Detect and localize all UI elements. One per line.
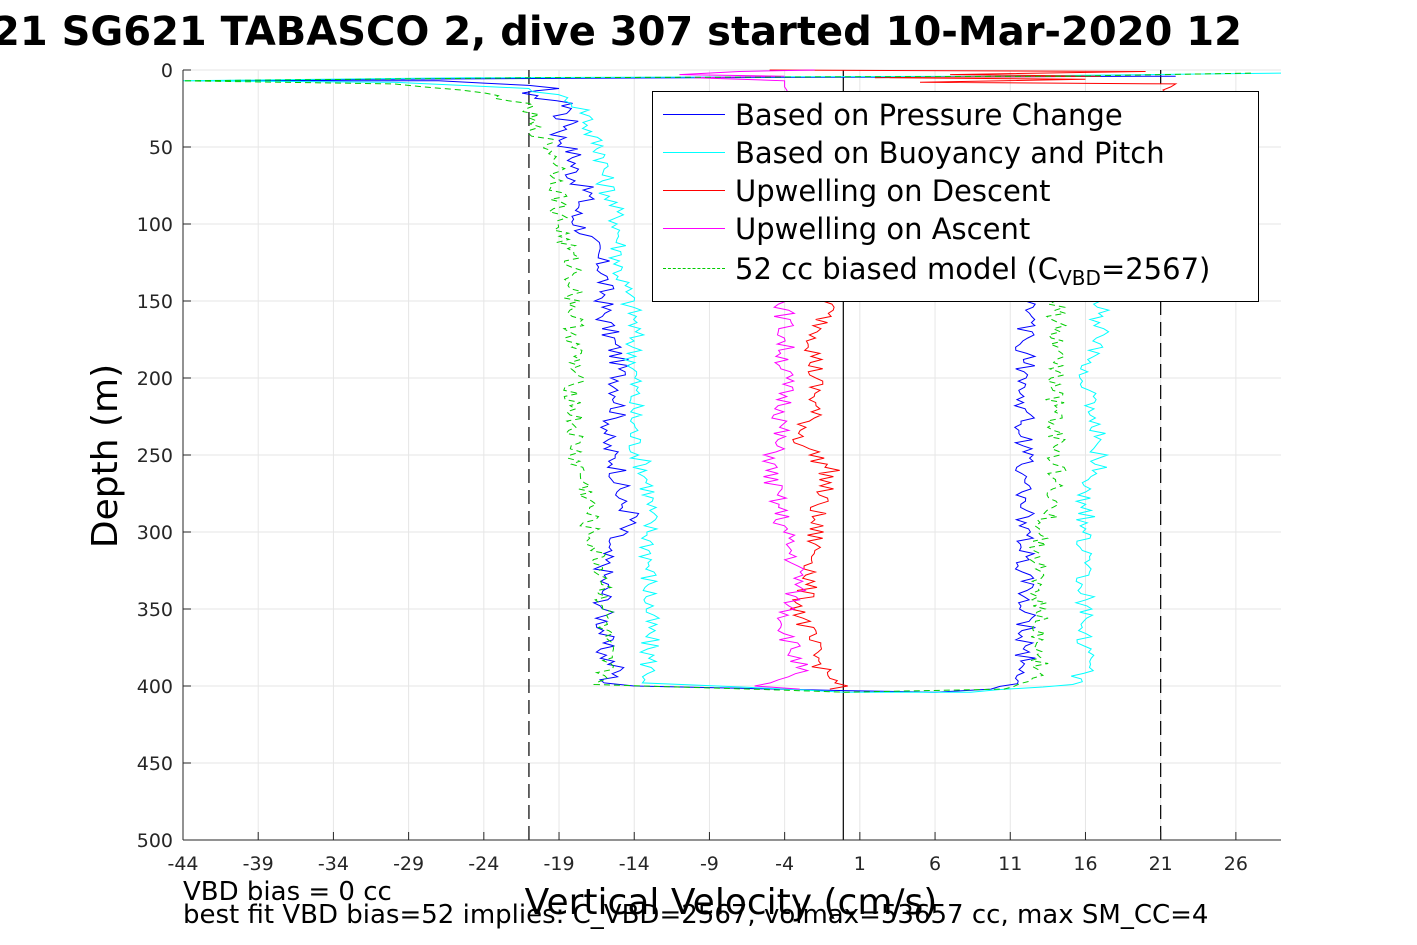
series-lines (182, 69, 1282, 693)
x-tick-label: -24 (468, 853, 499, 875)
legend-swatch (663, 228, 725, 229)
y-tick-label: 450 (137, 753, 173, 775)
legend-label-subscript: VBD (1058, 266, 1101, 290)
legend-label: Based on Pressure Change (735, 98, 1123, 132)
legend: Based on Pressure Change Based on Buoyan… (652, 91, 1259, 302)
series-line-0 (197, 75, 1176, 693)
y-tick-label: 350 (137, 599, 173, 621)
y-tick-label: 100 (137, 214, 173, 236)
y-tick-label: 400 (137, 676, 173, 698)
legend-entry-pressure-change: Based on Pressure Change (659, 96, 1254, 134)
legend-label-main: 52 cc biased model (C (735, 252, 1059, 286)
legend-entry-upwelling-ascent: Upwelling on Ascent (659, 210, 1254, 248)
legend-entry-biased-model: 52 cc biased model (CVBD=2567) (659, 250, 1254, 288)
x-tick-label: -4 (775, 853, 794, 875)
legend-swatch (663, 268, 725, 269)
x-tick-label: 6 (929, 853, 941, 875)
legend-entry-buoyancy-pitch: Based on Buoyancy and Pitch (659, 134, 1254, 172)
x-tick-label: 1 (854, 853, 866, 875)
x-tick-label: -39 (243, 853, 274, 875)
footer-vbd-bias: VBD bias = 0 cc (183, 877, 392, 907)
x-tick-label: -14 (619, 853, 650, 875)
y-tick-label: 0 (161, 60, 173, 82)
x-tick-label: 16 (1073, 853, 1097, 875)
legend-label: Upwelling on Descent (735, 174, 1051, 208)
x-tick-label: 11 (998, 853, 1022, 875)
legend-label: Upwelling on Ascent (735, 212, 1031, 246)
chart-title: 21 SG621 TABASCO 2, dive 307 started 10-… (0, 9, 1242, 55)
legend-label-tail: =2567) (1100, 252, 1211, 286)
legend-swatch (663, 190, 725, 191)
legend-label: Based on Buoyancy and Pitch (735, 136, 1165, 170)
x-tick-label: -9 (700, 853, 719, 875)
y-tick-label: 50 (149, 137, 173, 159)
x-tick-label: -29 (393, 853, 424, 875)
legend-entry-upwelling-descent: Upwelling on Descent (659, 172, 1254, 210)
legend-label: 52 cc biased model (CVBD=2567) (735, 252, 1211, 288)
series-line-1 (182, 72, 1282, 693)
y-tick-label: 200 (137, 368, 173, 390)
x-tick-label: -44 (167, 853, 198, 875)
legend-swatch (663, 114, 725, 115)
y-tick-label: 250 (137, 445, 173, 467)
axes (182, 69, 1281, 841)
x-tick-label: 21 (1149, 853, 1173, 875)
x-tick-label: -34 (318, 853, 349, 875)
y-tick-label: 150 (137, 291, 173, 313)
x-tick-label: 26 (1224, 853, 1248, 875)
footer-best-fit: best fit VBD bias=52 implies: C_VBD=2567… (183, 900, 1209, 930)
y-tick-label: 300 (137, 522, 173, 544)
x-tick-label: -19 (544, 853, 575, 875)
y-tick-label: 500 (137, 830, 173, 852)
tick-labels: -44 -39 -34 -29 -24 -19 -14 -9 -4 1 6 11 16 21 2605010… (137, 60, 1248, 875)
x-axis-label: Vertical Velocity (cm/s) (525, 882, 938, 923)
legend-swatch (663, 152, 725, 153)
series-line-4 (182, 72, 1251, 693)
y-axis-label: Depth (m) (85, 364, 126, 548)
